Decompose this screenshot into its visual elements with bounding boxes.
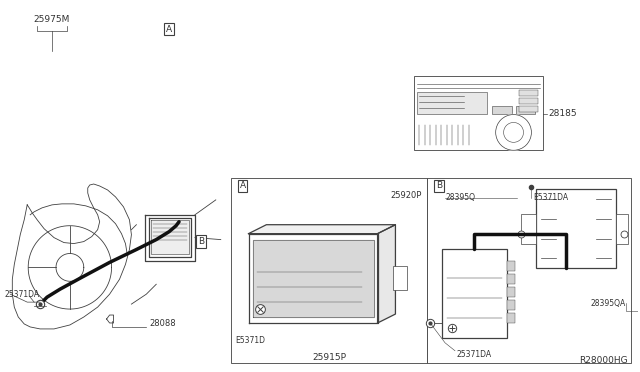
Bar — [507, 300, 515, 310]
Text: 28395Q: 28395Q — [445, 193, 475, 202]
Text: A: A — [239, 182, 246, 190]
Text: 28088: 28088 — [149, 320, 176, 328]
Text: 25920P: 25920P — [391, 192, 422, 201]
Bar — [230, 178, 427, 363]
Text: 28395QA: 28395QA — [591, 299, 626, 308]
Bar — [522, 214, 536, 244]
Circle shape — [504, 122, 524, 142]
Bar — [394, 266, 407, 290]
Text: 28185: 28185 — [548, 109, 577, 118]
Text: 25371DA: 25371DA — [457, 350, 492, 359]
Bar — [507, 313, 515, 323]
Bar — [507, 287, 515, 297]
Bar — [442, 248, 507, 338]
Text: 25915P: 25915P — [312, 353, 346, 362]
Bar — [516, 106, 536, 113]
Text: 25975M: 25975M — [34, 15, 70, 24]
Text: B: B — [198, 237, 204, 246]
Polygon shape — [378, 225, 396, 323]
Bar — [518, 90, 538, 96]
Circle shape — [495, 115, 531, 150]
Text: R28000HG: R28000HG — [579, 356, 628, 365]
Bar — [414, 76, 543, 150]
Bar — [417, 92, 487, 113]
Text: B: B — [436, 182, 442, 190]
Bar — [507, 262, 515, 271]
Text: E5371D: E5371D — [236, 336, 266, 345]
Bar — [427, 178, 630, 363]
Bar — [507, 274, 515, 284]
Bar — [616, 214, 628, 244]
Text: 25371DA: 25371DA — [4, 290, 40, 299]
Bar — [518, 106, 538, 112]
Text: E5371DA: E5371DA — [533, 193, 568, 202]
Bar — [518, 98, 538, 104]
Bar — [536, 189, 616, 268]
Polygon shape — [248, 225, 396, 234]
Text: A: A — [166, 25, 172, 34]
Polygon shape — [151, 220, 189, 254]
Bar — [492, 106, 511, 113]
Polygon shape — [253, 240, 374, 317]
